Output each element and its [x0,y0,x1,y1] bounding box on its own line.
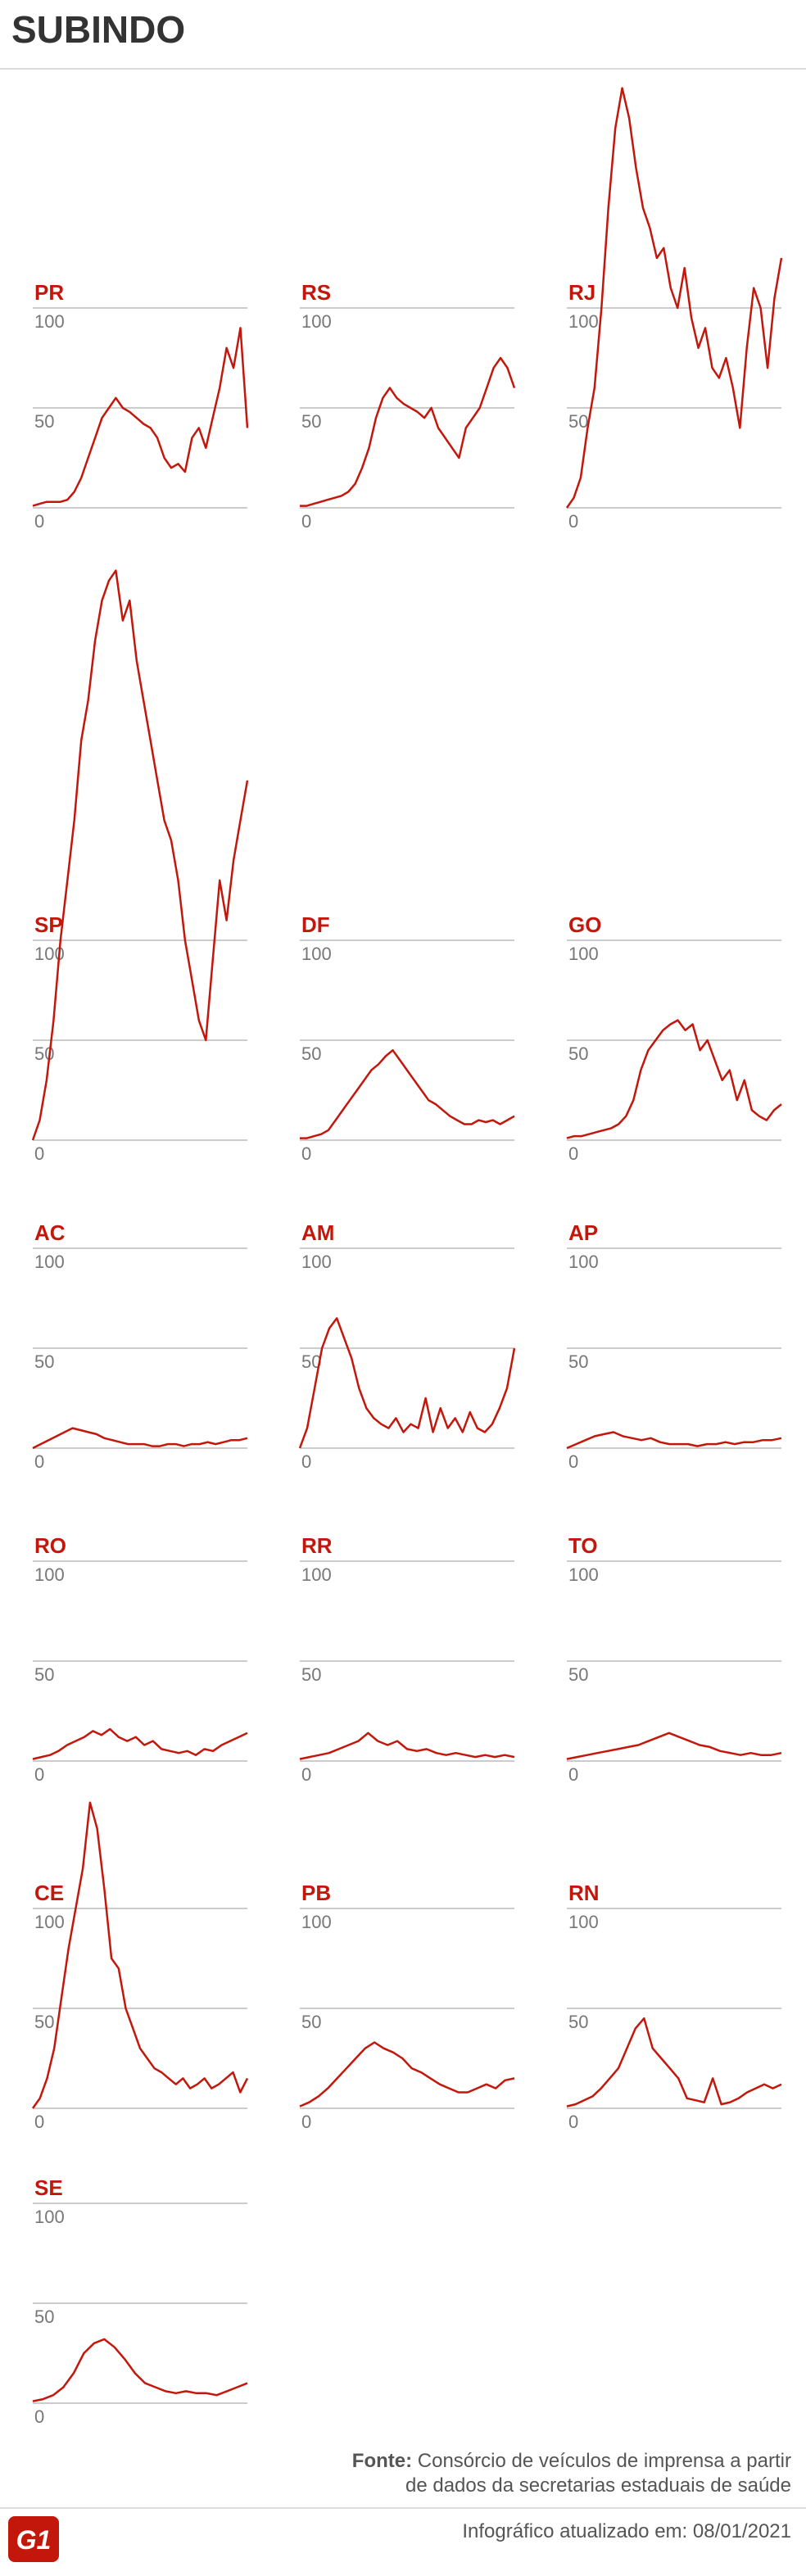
source-text: Consórcio de veículos de imprensa a part… [418,2450,791,2472]
y-tick-label: 100 [34,1912,65,1932]
panel-title: PB [301,1881,331,1905]
data-line [31,1801,249,2109]
y-tick-label: 0 [301,1764,311,1785]
data-line [300,356,516,507]
y-tick-label: 50 [34,2307,54,2327]
y-tick-label: 0 [34,1764,44,1785]
data-line [32,2338,248,2402]
data-line [32,327,249,507]
panel-title: SP [34,912,63,937]
y-tick-label: 0 [34,2112,44,2132]
y-tick-label: 0 [568,1451,578,1472]
y-tick-label: 50 [34,2012,54,2032]
y-tick-label: 100 [568,311,599,332]
y-tick-label: 0 [301,511,311,532]
y-tick-label: 100 [301,311,332,332]
y-tick-label: 0 [34,1451,44,1472]
panel-title: CE [34,1881,64,1905]
y-tick-label: 50 [568,1351,588,1372]
panel-title: GO [568,912,601,937]
y-tick-label: 50 [568,1664,588,1685]
y-tick-label: 100 [34,1564,65,1585]
data-line [299,1732,515,1760]
y-tick-label: 50 [301,2012,321,2032]
y-tick-label: 100 [34,311,65,332]
y-tick-label: 100 [34,1252,65,1272]
y-tick-label: 100 [301,1252,332,1272]
y-tick-label: 50 [34,1664,54,1685]
y-tick-label: 50 [34,1351,54,1372]
data-line [565,87,783,509]
data-line [300,1048,515,1139]
data-line [298,1317,516,1449]
y-tick-label: 100 [568,1912,599,1932]
y-tick-label: 100 [568,944,599,964]
page-title: SUBINDO [11,8,185,51]
y-tick-label: 0 [568,511,578,532]
panel-title: RN [568,1881,600,1905]
source-text: de dados da secretarias estaduais de saú… [405,2474,791,2497]
y-tick-label: 0 [301,1143,311,1164]
y-tick-label: 100 [301,944,332,964]
data-line [299,2041,515,2107]
panel-title: RR [301,1533,333,1558]
panel-title: SE [34,2175,63,2200]
y-tick-label: 50 [301,1044,321,1064]
y-tick-label: 0 [568,2112,578,2132]
y-tick-label: 0 [34,511,44,532]
y-tick-label: 0 [34,2406,44,2427]
y-tick-label: 0 [568,1764,578,1785]
y-tick-label: 0 [301,1451,311,1472]
panel-title: DF [301,912,330,937]
charts: 0 50 100 PR 0 50 100 RS 0 50 100 RJ 0 50 100 SP 0 50 100 DF… [31,87,783,2427]
y-tick-label: 100 [34,2207,65,2227]
y-tick-label: 0 [568,1143,578,1164]
logo-box [8,2516,59,2562]
data-line [566,1019,782,1139]
y-tick-label: 50 [34,411,54,432]
y-tick-label: 50 [568,1044,588,1064]
panel-title: AM [301,1220,334,1245]
y-tick-label: 50 [301,1664,321,1685]
panel-title: AC [34,1220,66,1245]
data-line [32,1727,248,1760]
y-tick-label: 50 [568,411,588,432]
y-tick-label: 100 [568,1564,599,1585]
data-line [566,2017,782,2107]
panel-title: AP [568,1220,598,1245]
data-line [31,569,249,1141]
y-tick-label: 50 [301,411,321,432]
panel-title: TO [568,1533,598,1558]
y-tick-label: 100 [301,1912,332,1932]
panel-title: RS [301,280,331,305]
logo: G1 [16,2525,52,2555]
y-tick-label: 0 [34,1143,44,1164]
source-line: Fonte: Consórcio de veículos de imprensa… [352,2450,791,2472]
panel-title: RJ [568,280,595,305]
data-line [566,1732,782,1760]
data-line [566,1431,782,1450]
y-tick-label: 50 [568,2012,588,2032]
y-tick-label: 100 [568,1252,599,1272]
panel-title: PR [34,280,64,305]
source-label: Fonte: [352,2450,412,2472]
update-note: Infográfico atualizado em: 08/01/2021 [462,2520,791,2542]
y-tick-label: 100 [301,1564,332,1585]
panel-title: RO [34,1533,66,1558]
y-tick-label: 0 [301,2112,311,2132]
data-line [32,1427,248,1450]
